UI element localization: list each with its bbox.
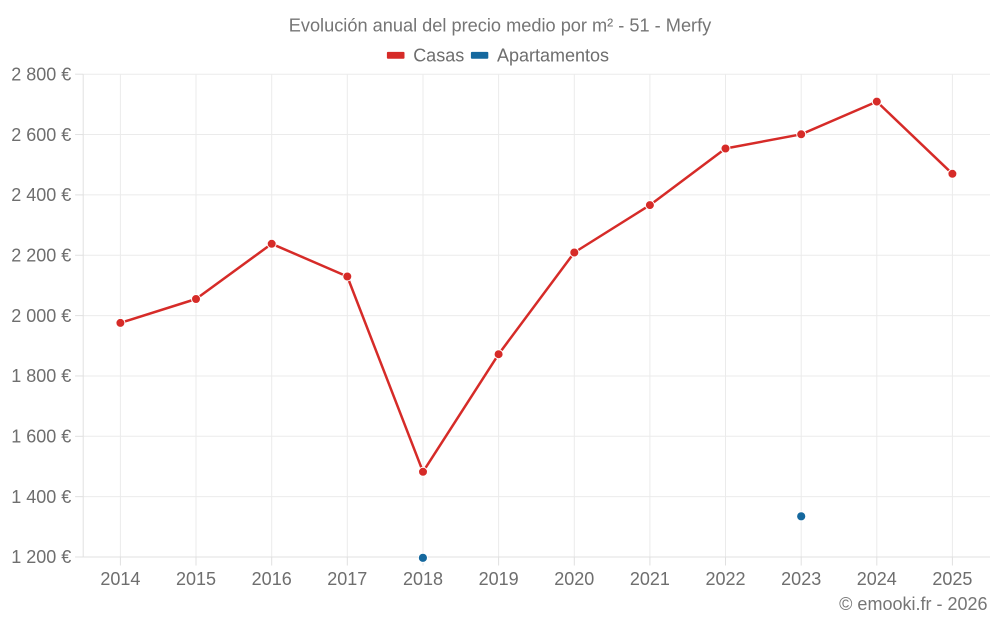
svg-text:2015: 2015 — [176, 569, 216, 589]
svg-text:Apartamentos: Apartamentos — [497, 46, 609, 66]
svg-text:Evolución anual del precio med: Evolución anual del precio medio por m² … — [289, 16, 712, 36]
svg-text:2021: 2021 — [630, 569, 670, 589]
svg-text:2016: 2016 — [252, 569, 292, 589]
svg-text:2 200 €: 2 200 € — [11, 245, 71, 265]
svg-text:2022: 2022 — [705, 569, 745, 589]
svg-text:2025: 2025 — [932, 569, 972, 589]
svg-text:2024: 2024 — [857, 569, 897, 589]
svg-text:2 000 €: 2 000 € — [11, 306, 71, 326]
svg-text:1 800 €: 1 800 € — [11, 366, 71, 386]
svg-text:2 400 €: 2 400 € — [11, 185, 71, 205]
svg-text:Casas: Casas — [413, 46, 464, 66]
svg-text:2019: 2019 — [479, 569, 519, 589]
svg-text:1 600 €: 1 600 € — [11, 427, 71, 447]
svg-text:2014: 2014 — [100, 569, 140, 589]
svg-text:2 600 €: 2 600 € — [11, 125, 71, 145]
svg-text:2 800 €: 2 800 € — [11, 64, 71, 84]
svg-text:2017: 2017 — [327, 569, 367, 589]
svg-text:1 200 €: 1 200 € — [11, 547, 71, 567]
svg-text:2020: 2020 — [554, 569, 594, 589]
svg-text:2023: 2023 — [781, 569, 821, 589]
svg-text:2018: 2018 — [403, 569, 443, 589]
svg-text:© emooki.fr - 2026: © emooki.fr - 2026 — [839, 594, 987, 614]
svg-text:1 400 €: 1 400 € — [11, 487, 71, 507]
